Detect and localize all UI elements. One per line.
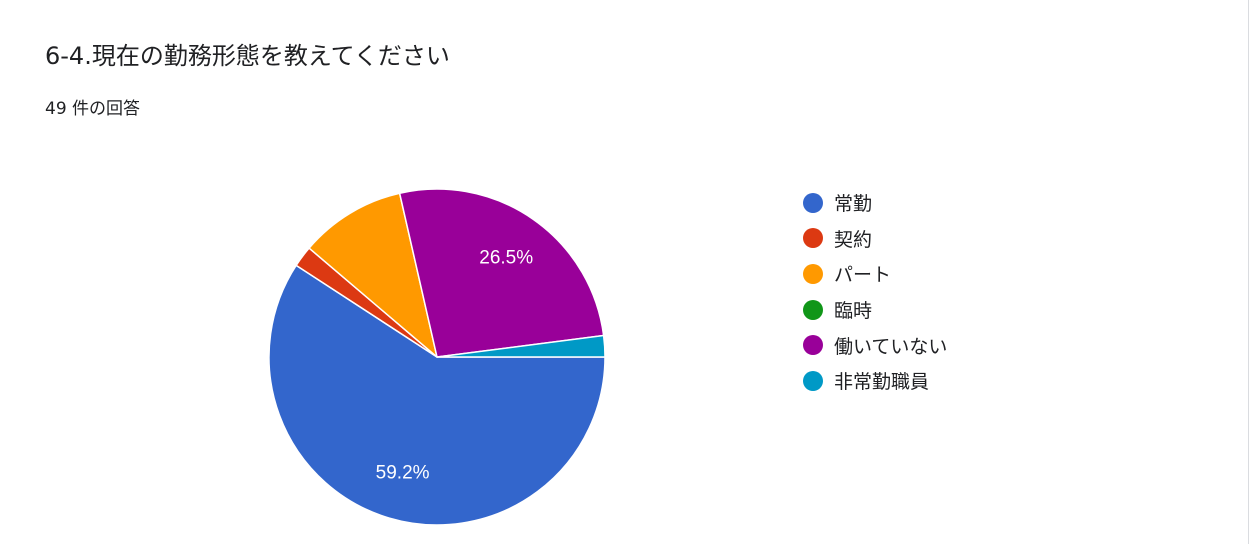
pie-data-labels: 59.2% 26.5%: [376, 247, 534, 483]
legend-item-5[interactable]: 働いていない: [803, 327, 947, 363]
legend-item-1[interactable]: 常勤: [803, 185, 947, 221]
response-count: 49 件の回答: [45, 99, 141, 119]
legend-label: 臨時: [834, 300, 873, 323]
question-title: 6-4.現在の勤務形態を教えてください: [45, 42, 450, 70]
pie-data-label-1: 59.2%: [376, 463, 430, 484]
pie-slices: [268, 188, 606, 526]
legend-swatch-icon: [803, 228, 823, 249]
legend-swatch-icon: [803, 335, 823, 356]
legend-swatch-icon: [803, 299, 823, 320]
legend-item-2[interactable]: 契約: [803, 221, 947, 257]
legend-item-3[interactable]: パート: [803, 256, 947, 292]
legend-label: 非常勤職員: [834, 371, 930, 394]
legend-swatch-icon: [803, 192, 823, 213]
legend-label: 常勤: [834, 193, 873, 216]
pie-slice-3[interactable]: [308, 192, 438, 358]
legend-label: パート: [834, 264, 892, 287]
pie-data-label-5: 26.5%: [479, 247, 533, 268]
legend-label: 働いていない: [834, 335, 948, 358]
pie-slice-1[interactable]: [268, 264, 606, 526]
pie-slice-5[interactable]: [398, 188, 605, 358]
legend-item-4[interactable]: 臨時: [803, 292, 947, 328]
pie-slice-6[interactable]: [436, 334, 606, 358]
chart-legend: 常勤契約パート臨時働いていない 非常勤職員: [803, 185, 947, 399]
legend-swatch-icon: [803, 370, 823, 391]
legend-swatch-icon: [803, 263, 823, 284]
legend-item-6[interactable]: 非常勤職員: [803, 363, 947, 399]
legend-label: 契約: [834, 228, 873, 251]
